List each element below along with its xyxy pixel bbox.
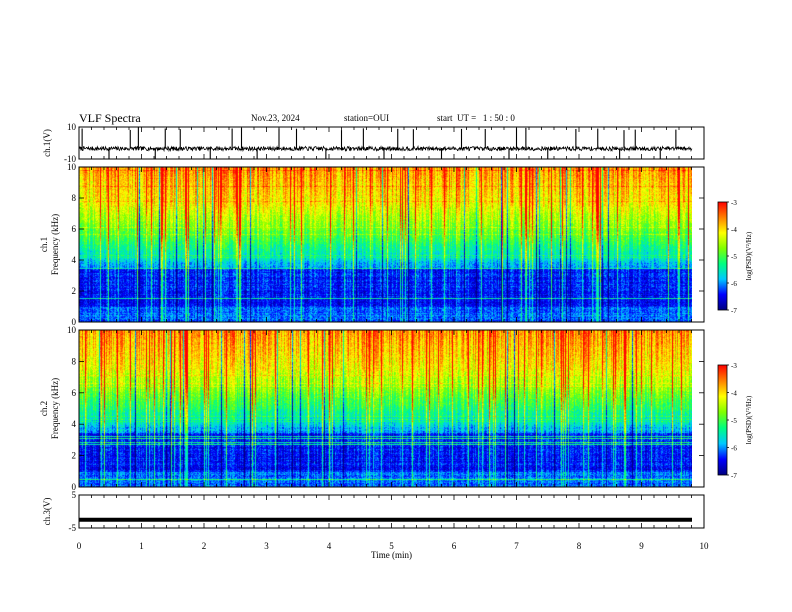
ch1-spectrogram-colorbar-tick: -7 [731, 307, 737, 315]
time-axis-tick: 7 [514, 541, 519, 551]
ch1-spectrogram-ytick: 6 [72, 224, 77, 234]
ch1-spectrogram-colorbar-tick: -4 [731, 226, 737, 234]
ch1-spectrogram-ytick: 10 [67, 162, 77, 172]
ch1-spectrogram-colorbar-tick: -5 [731, 253, 737, 261]
ch1-spectrogram-ytick: 4 [72, 255, 77, 265]
ch1-waveform-ytick: 10 [67, 122, 77, 132]
ch1-spectrogram-colorbar [717, 201, 728, 311]
time-axis-tick: 3 [264, 541, 269, 551]
ch2-spectrogram-colorbar-tick: -5 [731, 417, 737, 425]
ch1-spectrogram-heatmap [79, 167, 692, 322]
date-label: Nov.23, 2024 [251, 113, 300, 123]
ch2-spectrogram-colorbar-tick: -4 [731, 390, 737, 398]
ch1-waveform-ytick: -10 [64, 154, 76, 164]
ch1-spectrogram-ytick: 8 [72, 193, 77, 203]
ch1-spectrogram-ytick: 0 [72, 317, 77, 327]
ch1-spectrogram-colorbar-tick: -6 [731, 280, 737, 288]
ch2-spectrogram-colorbar [717, 364, 728, 476]
ch3-ylabel: ch.3(V) [42, 498, 52, 526]
ch2-spectrogram-colorbar-label: log(PSD)(V²/Hz) [745, 395, 753, 444]
ch2-spectrogram-ylabel: Frequency (kHz) [50, 378, 60, 439]
ch1-spectrogram-colorbar-tick: -3 [731, 199, 737, 207]
ch2-spectrogram-title: ch.2 [39, 401, 49, 416]
time-axis-tick: 6 [452, 541, 457, 551]
ch2-spectrogram-ytick: 0 [72, 482, 77, 492]
ch1-spectrogram-ytick: 2 [72, 286, 77, 296]
ch2-spectrogram-colorbar-tick: -3 [731, 362, 737, 370]
ch1-spectrogram-ylabel: Frequency (kHz) [50, 214, 60, 275]
ch2-spectrogram-ytick: 8 [72, 356, 77, 366]
ch1-spectrogram-colorbar-label: log(PSD)(V²/Hz) [745, 231, 753, 280]
ch1-ylabel: ch.1(V) [42, 129, 52, 157]
time-axis-tick: 8 [577, 541, 582, 551]
ch2-spectrogram-colorbar-tick: -6 [731, 445, 737, 453]
time-axis-tick: 4 [327, 541, 332, 551]
time-axis-tick: 5 [389, 541, 394, 551]
figure-title: VLF Spectra [79, 111, 141, 125]
ch2-spectrogram-ytick: 2 [72, 451, 77, 461]
time-axis-tick: 9 [639, 541, 644, 551]
ch2-spectrogram-heatmap [79, 330, 692, 487]
ch3-waveform-ytick: 5 [72, 490, 77, 500]
station-label: station=OUI [344, 113, 390, 123]
ch1-waveform-line [78, 145, 693, 153]
start-time-label: start UT = 1 : 50 : 0 [437, 113, 515, 123]
ch3-waveform-ytick: -5 [69, 523, 77, 533]
ch2-spectrogram-ytick: 6 [72, 388, 77, 398]
time-axis-tick: 2 [202, 541, 207, 551]
ch2-spectrogram-ytick: 10 [67, 325, 77, 335]
time-axis-label: Time (min) [371, 550, 412, 560]
ch2-spectrogram-ytick: 4 [72, 419, 77, 429]
ch1-spectrogram-title: ch.1 [39, 237, 49, 252]
ch2-spectrogram-colorbar-tick: -7 [731, 472, 737, 480]
time-axis-tick: 10 [700, 541, 710, 551]
time-axis-tick: 1 [139, 541, 144, 551]
time-axis-tick: 0 [77, 541, 82, 551]
